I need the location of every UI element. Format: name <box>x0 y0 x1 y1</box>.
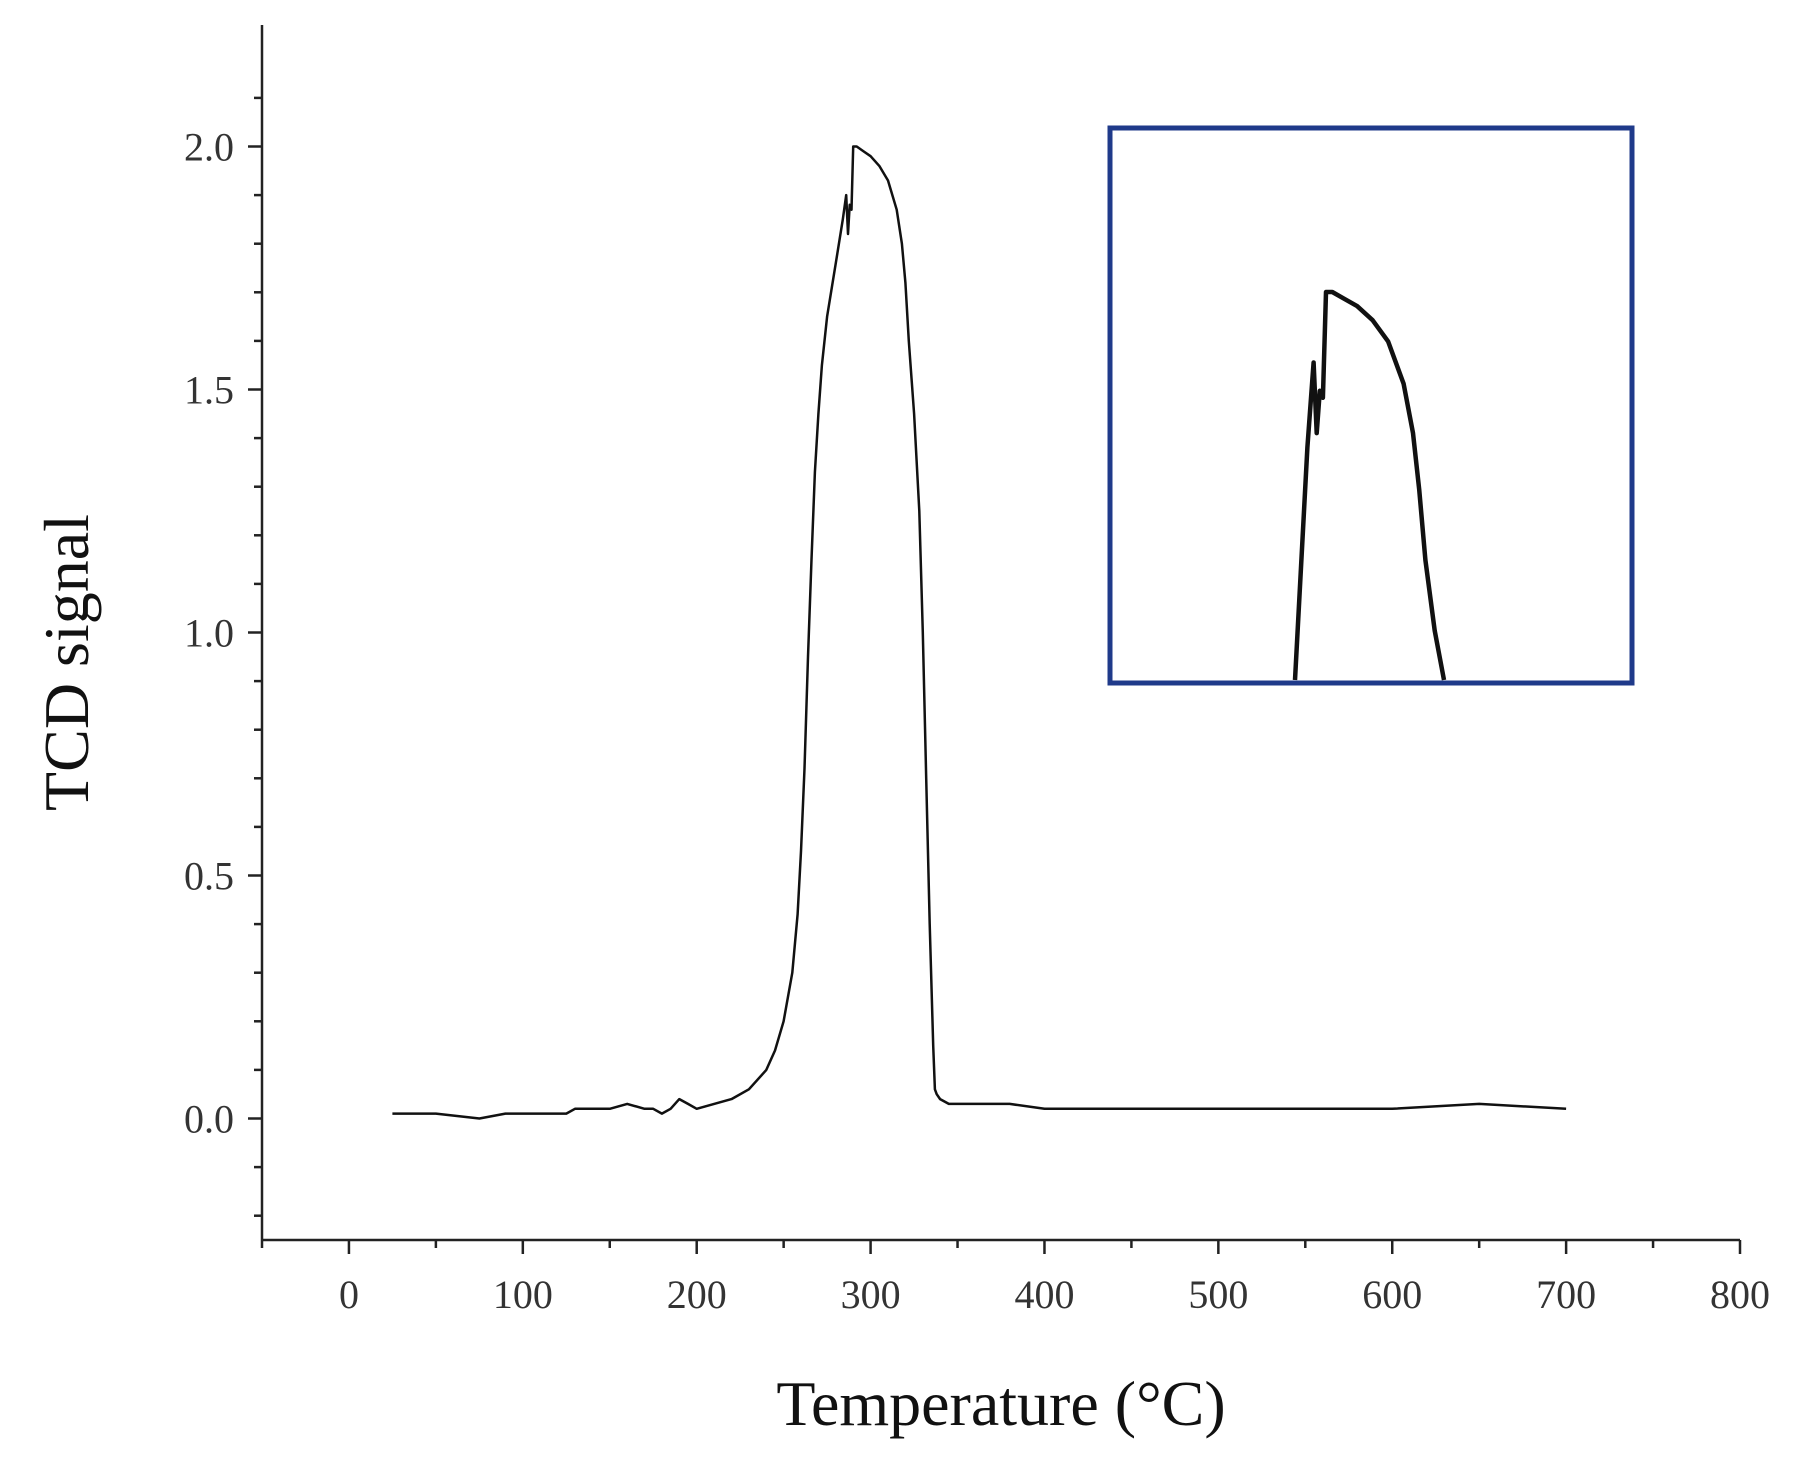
x-tick-label: 100 <box>493 1272 553 1317</box>
x-tick-label: 500 <box>1188 1272 1248 1317</box>
inset-zoom <box>1107 125 1635 686</box>
y-axis-title: TCD signal <box>31 514 102 811</box>
inset-series-line <box>1292 289 1447 681</box>
y-tick-label: 1.5 <box>184 368 234 413</box>
y-tick-label: 0.5 <box>184 854 234 899</box>
x-tick-label: 200 <box>667 1272 727 1317</box>
y-tick-label: 1.0 <box>184 611 234 656</box>
x-axis-title: Temperature (°C) <box>776 1368 1225 1439</box>
x-tick-label: 700 <box>1536 1272 1596 1317</box>
x-tick-label: 0 <box>339 1272 359 1317</box>
plot-area <box>392 145 1567 1120</box>
x-tick-label: 300 <box>841 1272 901 1317</box>
axes <box>260 25 1740 1242</box>
inset-frame <box>1107 125 1635 686</box>
y-tick-label: 0.0 <box>184 1097 234 1142</box>
ticks: 0 100 200 300 400 500 600 700 800 0.0 0.5 1.0 1.5 2.0 <box>184 96 1770 1317</box>
x-tick-label: 400 <box>1014 1272 1074 1317</box>
x-tick-label: 600 <box>1362 1272 1422 1317</box>
y-tick-label: 2.0 <box>184 125 234 170</box>
x-tick-label: 800 <box>1710 1272 1770 1317</box>
series-line <box>392 145 1567 1120</box>
